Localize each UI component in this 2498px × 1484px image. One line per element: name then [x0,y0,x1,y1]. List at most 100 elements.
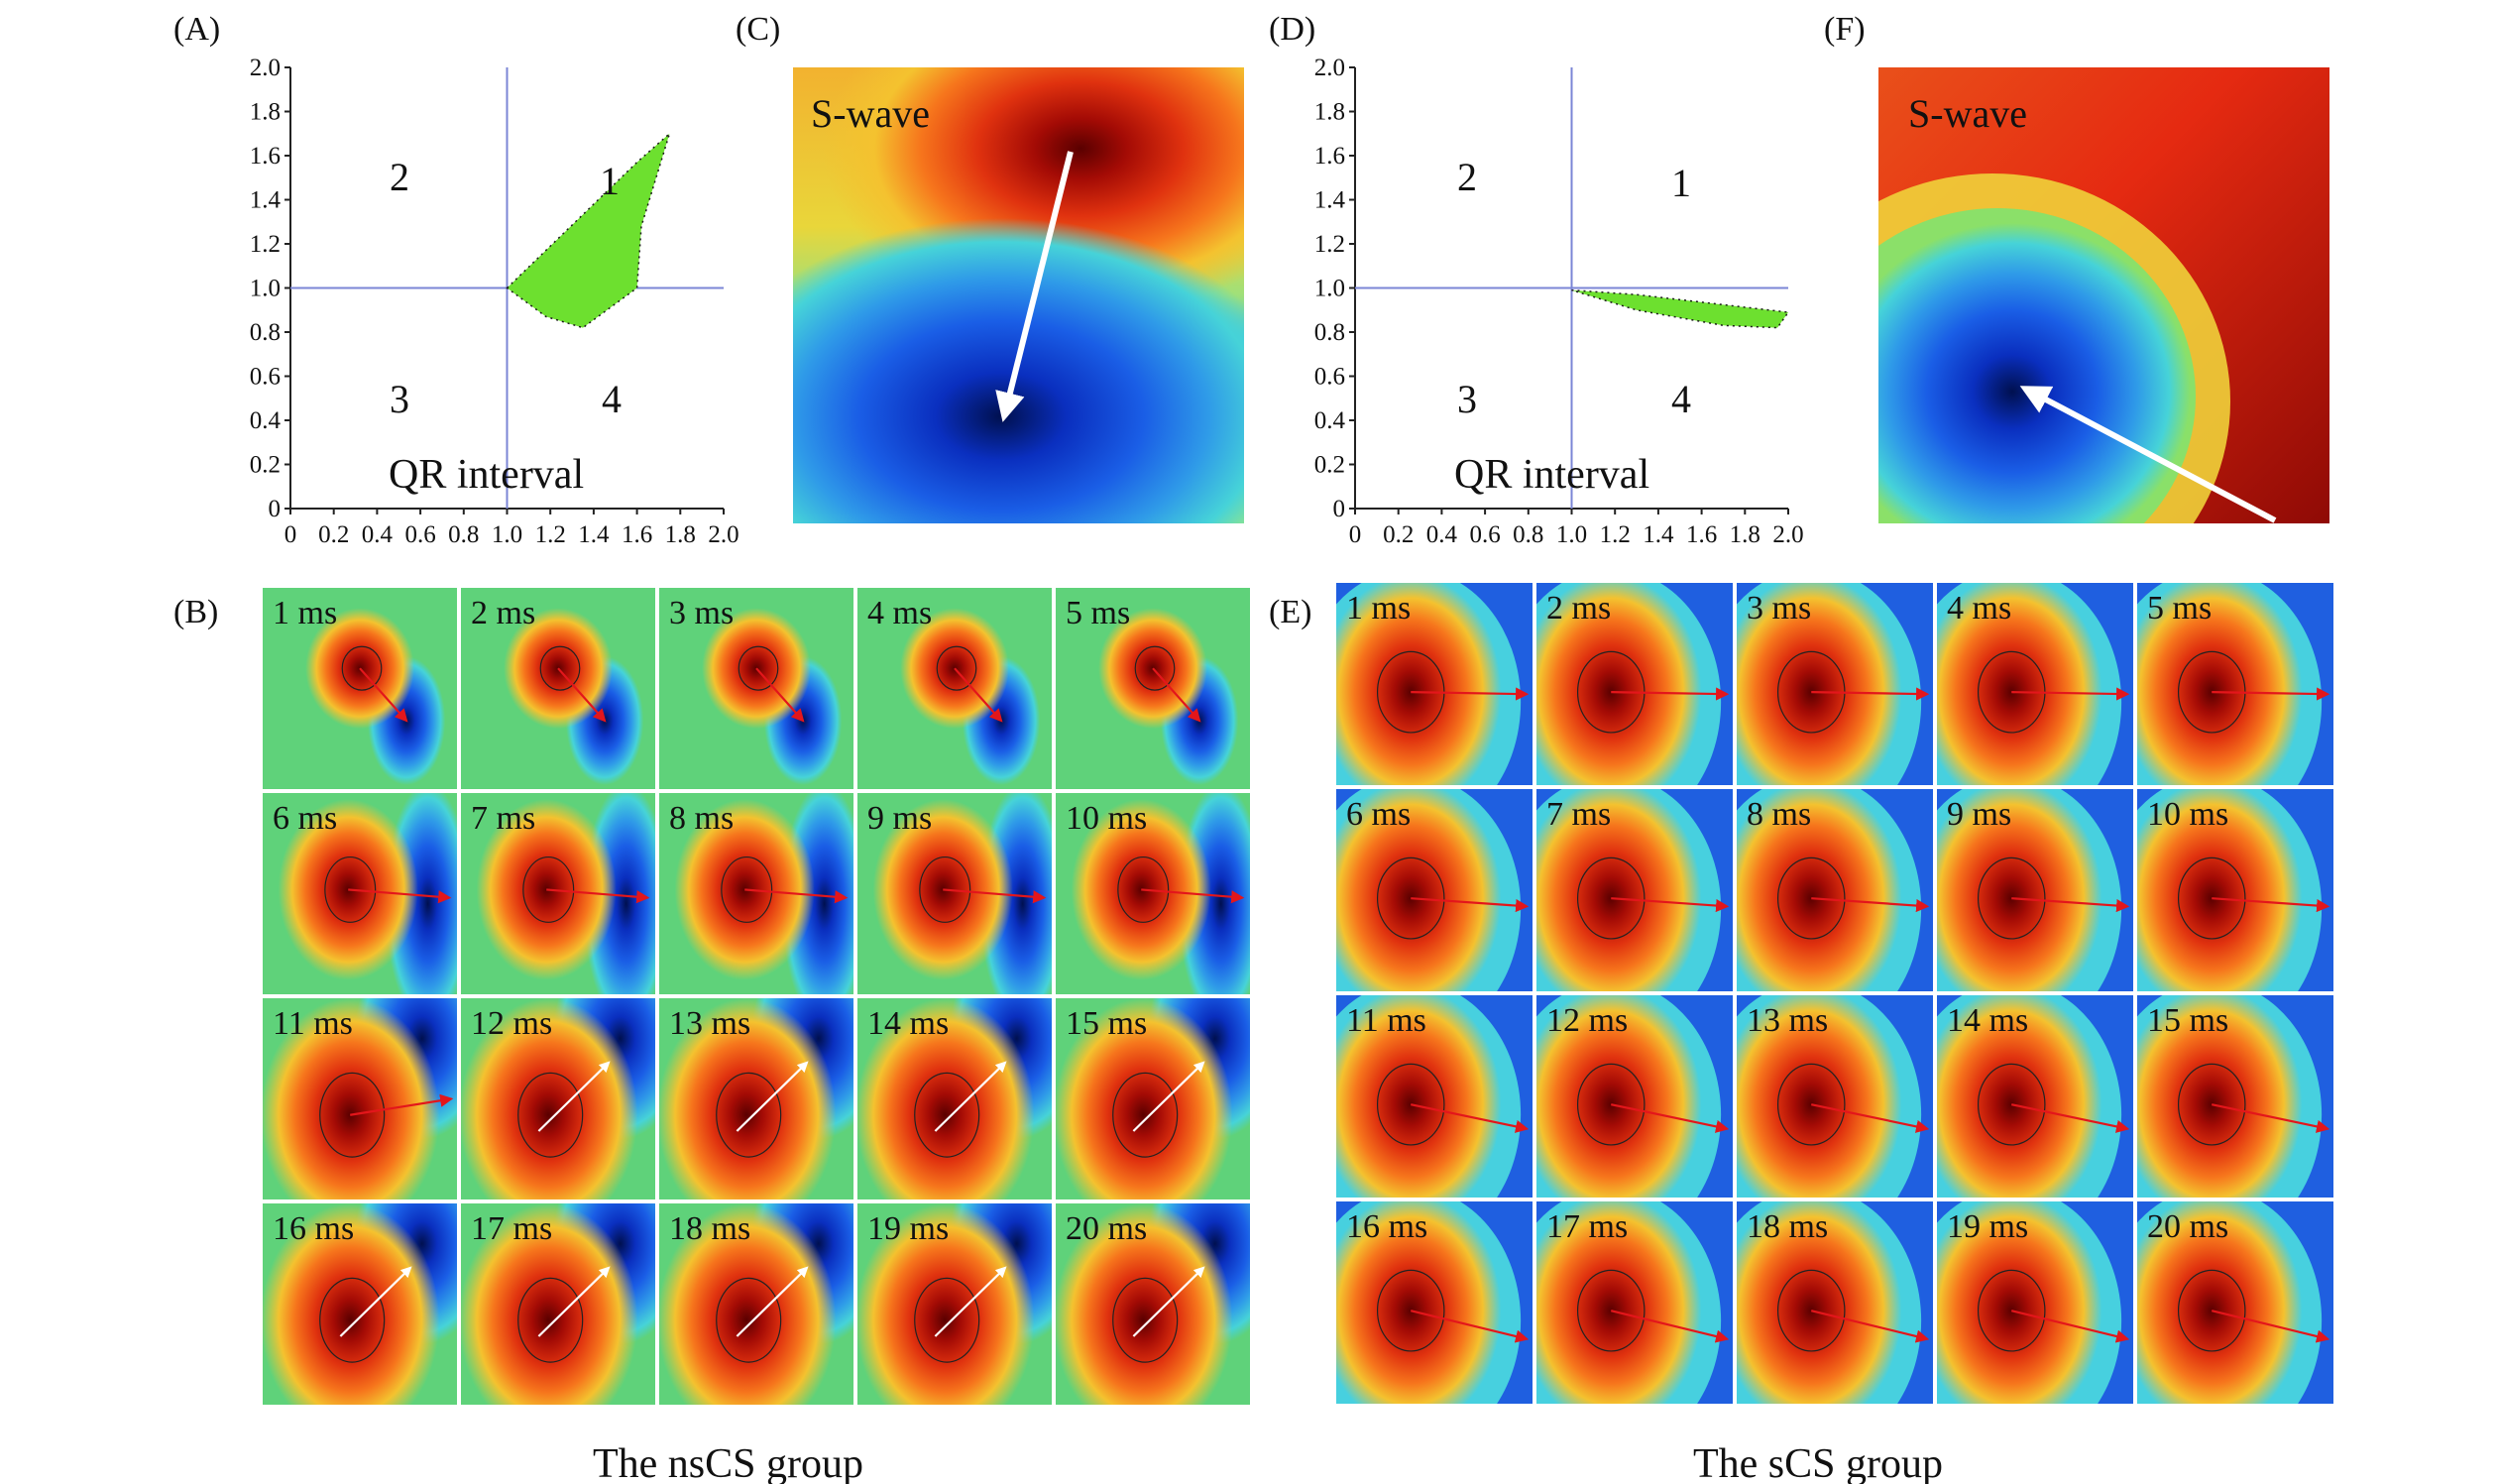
frame-time-label: 17 ms [1546,1208,1628,1245]
contour-line [2177,856,2246,940]
hot-region [1737,995,1902,1198]
frame-time-label: 8 ms [669,800,734,837]
frame-time-label: 11 ms [273,1005,353,1042]
frame-time-label: 3 ms [1747,590,1811,627]
frame-time-label: 16 ms [1346,1208,1427,1245]
hot-region [1536,995,1702,1198]
contour-line [914,1072,980,1158]
frame-time-label: 18 ms [669,1210,750,1247]
activation-arrow [359,667,408,723]
frame-time-label: 10 ms [1066,800,1147,837]
frame-time-label: 7 ms [1546,796,1611,833]
y-tick-label-a: 0.2 [250,452,281,479]
activation-arrow [348,888,452,904]
x-tick-label-a: 0.8 [448,521,479,548]
frame-tile [1336,789,1533,991]
y-tick-label-d: 0.6 [1314,364,1345,391]
frame-tile [1056,588,1250,789]
x-tick-label-a: 2.0 [708,521,738,548]
contour-line [1776,1063,1846,1146]
frame-time-label: 13 ms [1747,1002,1828,1039]
panel-label-f: (F) [1824,11,1866,48]
frame-time-label: 12 ms [471,1005,552,1042]
hot-region [2137,789,2303,991]
frame-tile [659,998,853,1199]
activation-arrow [2211,1310,2330,1343]
frame-tile [857,588,1052,789]
activation-arrow [1611,1103,1730,1133]
frame-tile [1536,789,1733,991]
y-tick-label-d: 1.0 [1314,276,1345,302]
activation-arrow [1411,687,1530,701]
y-tick-label-a: 1.4 [250,187,282,214]
activation-arrow [1811,1103,1930,1133]
frame-tile [659,793,853,994]
frame-time-label: 11 ms [1346,1002,1426,1039]
x-tick-label-d: 0.4 [1426,521,1458,548]
quadrant-3-label-d: 3 [1457,377,1477,421]
contour-line [914,1277,980,1363]
activation-arrow [1132,1061,1205,1132]
hot-region [659,1203,837,1405]
frame-time-label: 5 ms [1066,595,1130,631]
x-tick-label-a: 1.2 [535,521,566,548]
frame-time-label: 9 ms [1947,796,2011,833]
hot-region [659,998,837,1199]
frame-time-label: 14 ms [867,1005,949,1042]
x-tick-label-a: 0 [284,521,297,548]
quadrant-1-label-a: 1 [600,159,620,203]
frame-time-label: 2 ms [471,595,535,631]
y-tick-label-d: 1.2 [1314,231,1345,258]
activation-arrow [2011,1103,2130,1133]
activation-arrow [736,1061,809,1132]
frame-tile [1737,995,1933,1198]
contour-line [2177,1269,2246,1352]
x-tick-label-d: 0 [1349,521,1362,548]
frame-tile [659,1203,853,1405]
activation-arrow [1611,897,1730,913]
activation-arrow [1141,888,1245,904]
frame-tile [461,793,655,994]
y-tick-label-a: 1.2 [250,231,281,258]
frame-time-label: 20 ms [1066,1210,1147,1247]
frame-tile [857,1203,1052,1405]
y-tick-label-a: 2.0 [250,55,281,81]
contour-line [319,1072,386,1158]
activation-arrow [1411,897,1530,913]
frame-time-label: 4 ms [1947,590,2011,627]
contour-line [738,645,779,691]
frame-time-label: 18 ms [1747,1208,1828,1245]
contour-line [522,856,575,923]
frame-tile [461,998,655,1199]
contour-line [1112,1072,1179,1158]
hot-region [263,1203,440,1405]
x-axis-label-d: QR interval [1454,452,1649,498]
y-tick-label-a: 0.8 [250,319,281,346]
activation-arrow [1810,1310,1930,1343]
frame-time-label: 19 ms [1947,1208,2028,1245]
contour-line [517,1072,584,1158]
activation-arrow [537,1266,611,1337]
caption-scs: The sCS group [1693,1441,1943,1484]
hot-region [1937,995,2102,1198]
activation-arrow [934,1266,1007,1337]
frame-tile [461,1203,655,1405]
frame-time-label: 12 ms [1546,1002,1628,1039]
hot-region [2137,583,2303,785]
frame-tile [2137,583,2333,785]
frame-tile [1056,1203,1250,1405]
y-tick-label-d: 2.0 [1314,55,1345,81]
s-wave-map-c [793,67,1244,523]
frame-tile [2137,1201,2333,1404]
activation-arrow [744,888,849,904]
frame-grid-nscs: 1 ms 2 ms 3 ms 4 ms 5 ms 6 ms 7 ms 8 ms 9 ms 10 m… [263,588,1250,1405]
frame-tile [2137,995,2333,1198]
caption-nscs: The nsCS group [593,1441,863,1484]
frame-time-label: 15 ms [2147,1002,2228,1039]
frame-tile [1937,583,2133,785]
contour-line [1376,856,1445,940]
frame-time-label: 19 ms [867,1210,949,1247]
activation-arrow [1811,687,1930,701]
x-tick-label-d: 1.8 [1730,521,1760,548]
activation-arrow [557,667,607,723]
